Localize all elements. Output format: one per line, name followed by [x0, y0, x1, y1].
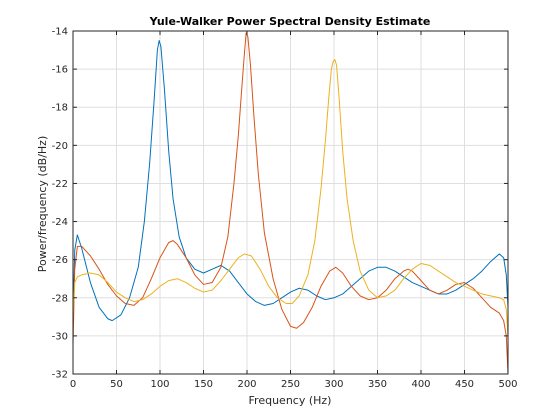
y-tick-label: -18 — [52, 103, 68, 114]
y-tick-label: -24 — [52, 217, 68, 228]
axes: 0 50 100 150 200 250 300 350 400 450 500 -32 -30 -28 -… — [52, 27, 518, 391]
plot-area — [72, 32, 509, 375]
x-tick-label: 0 — [70, 379, 76, 390]
x-axis-label: Frequency (Hz) — [249, 394, 332, 407]
y-tick-label: -28 — [52, 293, 68, 304]
x-tick-label: 500 — [498, 379, 517, 390]
y-tick-label: -30 — [52, 331, 68, 342]
y-tick-label: -16 — [52, 65, 68, 76]
x-tick-label: 400 — [411, 379, 430, 390]
y-tick-label: -14 — [52, 27, 68, 38]
y-tick-label: -22 — [52, 179, 68, 190]
grid — [73, 31, 508, 374]
x-tick-label: 250 — [281, 379, 300, 390]
x-tick-label: 150 — [194, 379, 213, 390]
series-line-3 — [72, 59, 509, 336]
y-tick-label: -26 — [52, 255, 68, 266]
x-tick-label: 450 — [455, 379, 474, 390]
x-tick-label: 300 — [324, 379, 343, 390]
chart-title: Yule-Walker Power Spectral Density Estim… — [149, 15, 431, 28]
x-tick-label: 100 — [150, 379, 169, 390]
y-tick-label: -32 — [52, 370, 68, 381]
x-tick-label: 350 — [368, 379, 387, 390]
x-tick-label: 200 — [237, 379, 256, 390]
y-tick-label: -20 — [52, 141, 68, 152]
y-axis-label: Power/frequency (dB/Hz) — [36, 136, 49, 273]
series-line-2 — [72, 32, 509, 375]
x-tick-label: 50 — [110, 379, 123, 390]
